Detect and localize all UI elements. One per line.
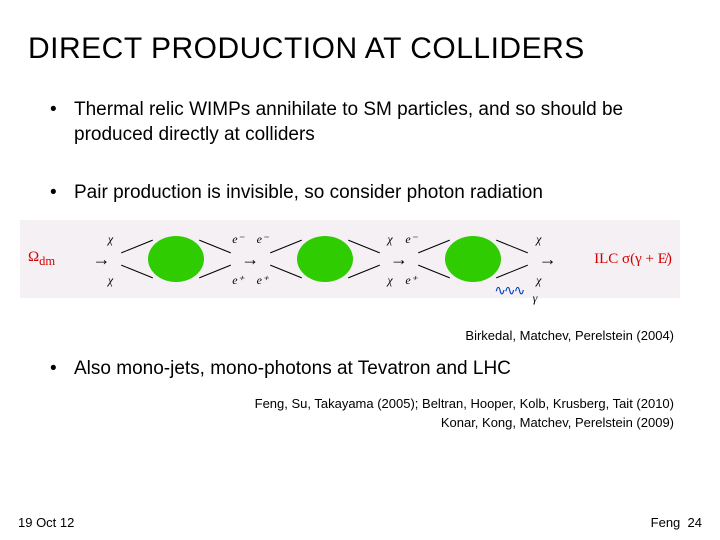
slide-footer: 19 Oct 12 Feng 24: [0, 515, 720, 530]
feynman-blob-2: e⁻ e⁺ χ χ: [297, 236, 353, 282]
photon-wiggle-icon: ∿∿∿: [494, 283, 523, 300]
arrow-icon: →: [539, 249, 557, 270]
footer-date: 19 Oct 12: [18, 515, 74, 530]
omega-dm-label: Ωdm: [28, 249, 55, 269]
arrow-icon: →: [241, 249, 259, 270]
slide-body-2: • Also mono-jets, mono-photons at Tevatr…: [0, 357, 720, 382]
feynman-blob-1: χ χ e⁻ e⁺: [148, 236, 204, 282]
bullet-dot: •: [50, 98, 60, 147]
bullet-dot: •: [50, 357, 60, 382]
ilc-cross-section-label: ILC σ(γ + E̸): [594, 251, 672, 268]
bullet-3: • Also mono-jets, mono-photons at Tevatr…: [50, 357, 670, 382]
photon-label: γ: [533, 291, 538, 306]
slide-body: • Thermal relic WIMPs annihilate to SM p…: [0, 98, 720, 206]
arrow-icon: →: [93, 249, 111, 270]
citation-2: Feng, Su, Takayama (2005); Beltran, Hoop…: [0, 396, 720, 411]
bullet-1-text: Thermal relic WIMPs annihilate to SM par…: [74, 98, 670, 147]
citation-3: Konar, Kong, Matchev, Perelstein (2009): [0, 415, 720, 430]
citation-1: Birkedal, Matchev, Perelstein (2004): [0, 328, 720, 343]
feynman-diagram-strip: Ωdm → χ χ e⁻ e⁺ → e⁻ e⁺ χ χ → e⁻ e⁺ χ χ …: [20, 220, 680, 298]
bullet-3-text: Also mono-jets, mono-photons at Tevatron…: [74, 357, 670, 382]
slide-title: DIRECT PRODUCTION AT COLLIDERS: [0, 0, 720, 66]
arrow-icon: →: [390, 249, 408, 270]
bullet-2: • Pair production is invisible, so consi…: [50, 181, 670, 206]
feynman-blob-3: e⁻ e⁺ χ χ ∿∿∿ γ: [445, 236, 501, 282]
bullet-dot: •: [50, 181, 60, 206]
bullet-2-text: Pair production is invisible, so conside…: [74, 181, 670, 206]
bullet-1: • Thermal relic WIMPs annihilate to SM p…: [50, 98, 670, 147]
footer-author-page: Feng 24: [651, 515, 702, 530]
